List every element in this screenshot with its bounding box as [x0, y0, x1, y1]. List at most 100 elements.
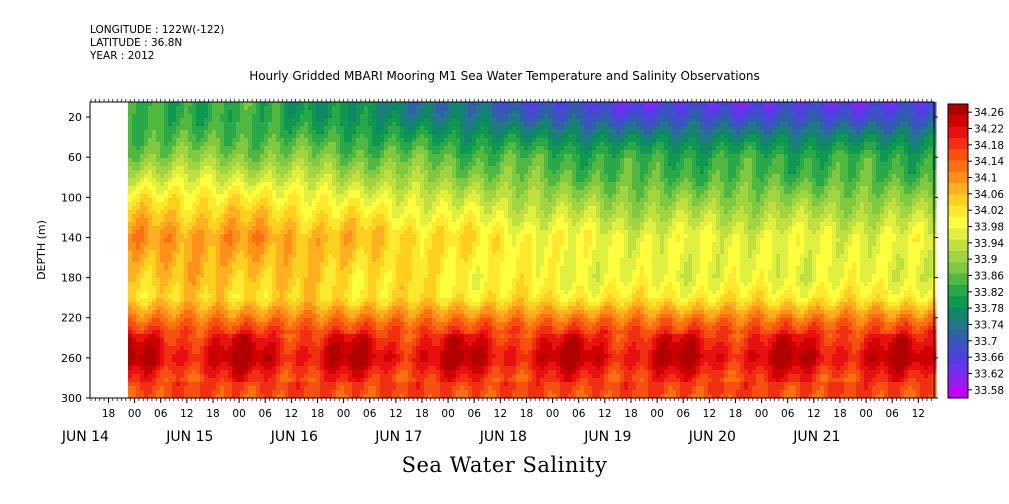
- heatmap-cell: [272, 186, 277, 191]
- heatmap-cell: [208, 326, 213, 331]
- heatmap-cell: [188, 270, 193, 275]
- heatmap-cell: [264, 266, 269, 271]
- heatmap-cell: [168, 286, 173, 291]
- heatmap-cell: [240, 326, 245, 331]
- heatmap-cell: [128, 330, 133, 335]
- heatmap-cell: [372, 142, 377, 147]
- heatmap-cell: [356, 154, 361, 159]
- heatmap-cell: [340, 318, 345, 323]
- heatmap-cell: [324, 326, 329, 331]
- heatmap-cell: [176, 370, 181, 375]
- heatmap-cell: [376, 242, 381, 247]
- heatmap-cell: [180, 106, 185, 111]
- heatmap-cell: [324, 346, 329, 351]
- heatmap-cell: [152, 346, 157, 351]
- heatmap-cell: [292, 262, 297, 267]
- heatmap-cell: [392, 362, 397, 367]
- heatmap-cell: [260, 218, 265, 223]
- heatmap-cell: [224, 330, 229, 335]
- heatmap-cell: [308, 210, 313, 215]
- heatmap-cell: [372, 334, 377, 339]
- heatmap-cell: [252, 342, 257, 347]
- heatmap-cell: [240, 178, 245, 183]
- heatmap-cell: [260, 346, 265, 351]
- heatmap-cell: [224, 130, 229, 135]
- heatmap-cell: [324, 366, 329, 371]
- heatmap-cell: [220, 230, 225, 235]
- heatmap-cell: [196, 166, 201, 171]
- heatmap-cell: [132, 234, 137, 239]
- heatmap-cell: [212, 330, 217, 335]
- heatmap-cell: [212, 166, 217, 171]
- heatmap-cell: [376, 198, 381, 203]
- heatmap-cell: [308, 338, 313, 343]
- heatmap-cell: [312, 106, 317, 111]
- heatmap-cell: [256, 134, 261, 139]
- heatmap-cell: [368, 146, 373, 151]
- heatmap-cell: [324, 282, 329, 287]
- heatmap-cell: [284, 246, 289, 251]
- heatmap-cell: [324, 102, 329, 107]
- heatmap-cell: [396, 106, 401, 111]
- heatmap-cell: [364, 338, 369, 343]
- heatmap-cell: [312, 374, 317, 379]
- heatmap-cell: [292, 366, 297, 371]
- heatmap-cell: [352, 242, 357, 247]
- heatmap-cell: [360, 262, 365, 267]
- heatmap-cell: [380, 350, 385, 355]
- heatmap-cell: [204, 358, 209, 363]
- heatmap-cell: [144, 222, 149, 227]
- heatmap-cell: [164, 230, 169, 235]
- heatmap-cell: [148, 198, 153, 203]
- heatmap-cell: [388, 186, 393, 191]
- heatmap-cell: [324, 218, 329, 223]
- heatmap-cell: [212, 250, 217, 255]
- heatmap-cell: [308, 306, 313, 311]
- heatmap-cell: [240, 186, 245, 191]
- heatmap-cell: [244, 294, 249, 299]
- heatmap-cell: [164, 326, 169, 331]
- heatmap-cell: [280, 266, 285, 271]
- heatmap-cell: [148, 242, 153, 247]
- heatmap-cell: [152, 190, 157, 195]
- heatmap-cell: [184, 154, 189, 159]
- heatmap-cell: [140, 374, 145, 379]
- heatmap-cell: [376, 282, 381, 287]
- heatmap-cell: [376, 142, 381, 147]
- heatmap-cell: [276, 342, 281, 347]
- heatmap-cell: [208, 190, 213, 195]
- heatmap-cell: [332, 106, 337, 111]
- heatmap-cell: [336, 166, 341, 171]
- heatmap-cell: [372, 186, 377, 191]
- heatmap-cell: [332, 346, 337, 351]
- heatmap-cell: [300, 126, 305, 131]
- heatmap-cell: [128, 186, 133, 191]
- heatmap-cell: [272, 322, 277, 327]
- heatmap-cell: [316, 374, 321, 379]
- heatmap-cell: [172, 110, 177, 115]
- heatmap-cell: [388, 238, 393, 243]
- heatmap-cell: [136, 194, 141, 199]
- heatmap-cell: [248, 358, 253, 363]
- heatmap-cell: [228, 262, 233, 267]
- heatmap-cell: [392, 106, 397, 111]
- heatmap-cell: [328, 338, 333, 343]
- heatmap-cell: [296, 390, 301, 395]
- heatmap-cell: [280, 314, 285, 319]
- heatmap-cell: [308, 238, 313, 243]
- heatmap-cell: [324, 134, 329, 139]
- heatmap-cell: [172, 262, 177, 267]
- heatmap-cell: [300, 234, 305, 239]
- heatmap-cell: [256, 118, 261, 123]
- heatmap-cell: [200, 322, 205, 327]
- heatmap-cell: [288, 366, 293, 371]
- heatmap-cell: [152, 270, 157, 275]
- heatmap-cell: [376, 154, 381, 159]
- heatmap-cell: [288, 286, 293, 291]
- heatmap-cell: [384, 134, 389, 139]
- heatmap-cell: [172, 286, 177, 291]
- heatmap-cell: [276, 226, 281, 231]
- heatmap-cell: [280, 210, 285, 215]
- heatmap-cell: [216, 142, 221, 147]
- heatmap-cell: [264, 282, 269, 287]
